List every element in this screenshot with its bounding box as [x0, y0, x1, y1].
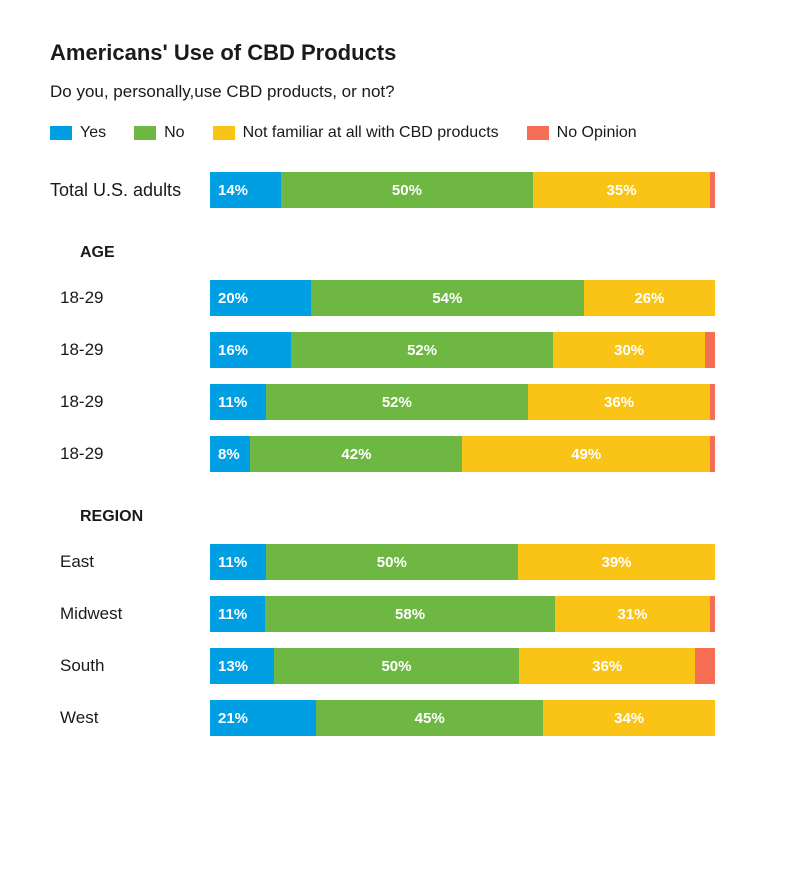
- bar-segment: 11%: [210, 384, 266, 420]
- chart-title: Americans' Use of CBD Products: [50, 40, 750, 66]
- stacked-bar: 11%50%39%: [210, 544, 715, 580]
- bar-segment: 49%: [462, 436, 709, 472]
- chart-row: South13%50%36%: [50, 648, 750, 684]
- bar-segment: 31%: [555, 596, 710, 632]
- bar-segment: 54%: [311, 280, 584, 316]
- bar-segment: 13%: [210, 648, 274, 684]
- legend-label: No: [164, 124, 184, 142]
- row-label: 18-29: [50, 444, 210, 464]
- chart-row: 18-2920%54%26%: [50, 280, 750, 316]
- bar-segment: [705, 332, 715, 368]
- bar-segment: 16%: [210, 332, 291, 368]
- bar-segment: 36%: [519, 648, 695, 684]
- legend-item: No: [134, 124, 184, 142]
- bar-segment: [710, 384, 715, 420]
- bar-segment: 52%: [291, 332, 554, 368]
- bar-segment: 8%: [210, 436, 250, 472]
- legend-swatch: [50, 126, 72, 140]
- legend-swatch: [213, 126, 235, 140]
- bar-segment: 50%: [274, 648, 519, 684]
- total-bar: 14%50%35%: [210, 172, 715, 208]
- bar-segment: [710, 172, 715, 208]
- legend-label: No Opinion: [557, 124, 637, 142]
- bar-segment: 52%: [266, 384, 529, 420]
- bar-segment: 20%: [210, 280, 311, 316]
- row-label: 18-29: [50, 392, 210, 412]
- chart-row: West21%45%34%: [50, 700, 750, 736]
- stacked-bar: 13%50%36%: [210, 648, 715, 684]
- group-header: REGION: [80, 508, 750, 526]
- bar-segment: 42%: [250, 436, 462, 472]
- bar-segment: 58%: [265, 596, 555, 632]
- bar-segment: 50%: [281, 172, 534, 208]
- chart-row: East11%50%39%: [50, 544, 750, 580]
- chart-row: 18-2911%52%36%: [50, 384, 750, 420]
- row-label: Midwest: [50, 604, 210, 624]
- chart-row: Midwest11%58%31%: [50, 596, 750, 632]
- row-label: South: [50, 656, 210, 676]
- stacked-bar: 20%54%26%: [210, 280, 715, 316]
- stacked-bar: 11%52%36%: [210, 384, 715, 420]
- legend-label: Yes: [80, 124, 106, 142]
- bar-segment: 36%: [528, 384, 710, 420]
- chart-row: 18-298%42%49%: [50, 436, 750, 472]
- row-label: 18-29: [50, 288, 210, 308]
- legend-item: Not familiar at all with CBD products: [213, 124, 499, 142]
- total-row-label: Total U.S. adults: [50, 180, 210, 201]
- group-header: AGE: [80, 244, 750, 262]
- stacked-bar: 21%45%34%: [210, 700, 715, 736]
- legend-swatch: [527, 126, 549, 140]
- bar-segment: 11%: [210, 544, 266, 580]
- bar-segment: [710, 436, 715, 472]
- legend-label: Not familiar at all with CBD products: [243, 124, 499, 142]
- stacked-bar: 8%42%49%: [210, 436, 715, 472]
- bar-segment: 21%: [210, 700, 316, 736]
- row-label: East: [50, 552, 210, 572]
- bar-segment: 35%: [533, 172, 710, 208]
- stacked-bar: 11%58%31%: [210, 596, 715, 632]
- row-label: 18-29: [50, 340, 210, 360]
- row-label: West: [50, 708, 210, 728]
- bar-segment: [710, 596, 715, 632]
- total-row: Total U.S. adults 14%50%35%: [50, 172, 750, 208]
- bar-segment: 11%: [210, 596, 265, 632]
- chart-row: 18-2916%52%30%: [50, 332, 750, 368]
- chart-legend: Yes No Not familiar at all with CBD produc…: [50, 124, 750, 142]
- bar-segment: 39%: [518, 544, 715, 580]
- bar-segment: 26%: [584, 280, 715, 316]
- legend-swatch: [134, 126, 156, 140]
- legend-item: No Opinion: [527, 124, 637, 142]
- bar-segment: 30%: [553, 332, 705, 368]
- bar-segment: 34%: [543, 700, 715, 736]
- chart-subtitle: Do you, personally,use CBD products, or …: [50, 82, 750, 102]
- legend-item: Yes: [50, 124, 106, 142]
- bar-segment: 50%: [266, 544, 519, 580]
- bar-segment: [695, 648, 715, 684]
- stacked-bar: 16%52%30%: [210, 332, 715, 368]
- bar-segment: 45%: [316, 700, 543, 736]
- bar-segment: 14%: [210, 172, 281, 208]
